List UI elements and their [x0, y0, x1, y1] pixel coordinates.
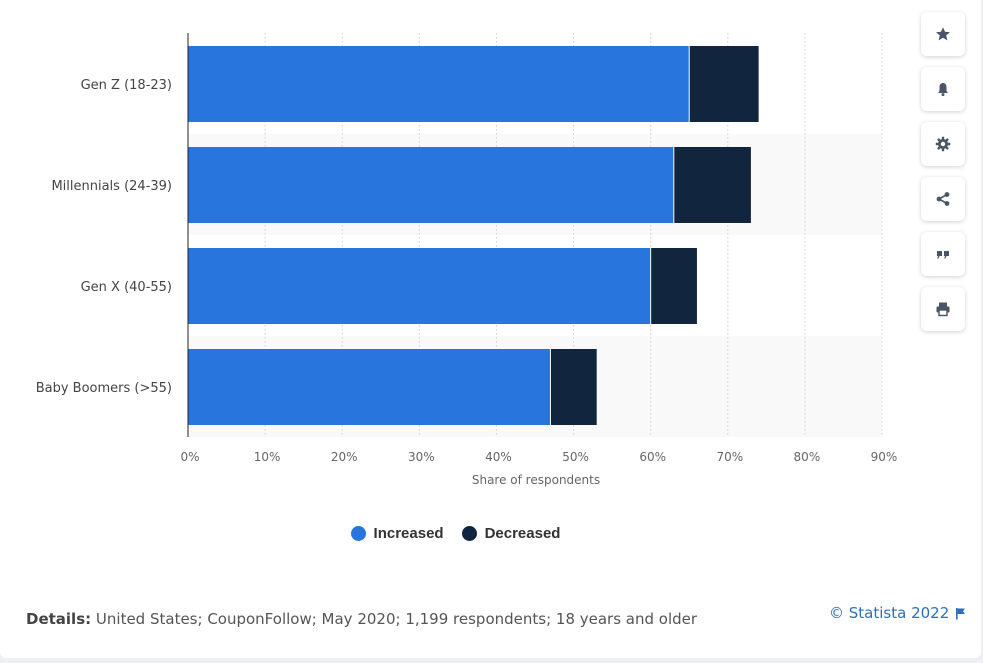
quote-icon [937, 251, 949, 259]
bar-decreased [650, 248, 697, 324]
legend-label-decreased: Decreased [484, 524, 561, 542]
x-tick-label: 60% [639, 450, 666, 464]
copyright-text: © Statista 2022 [829, 604, 950, 622]
chart-legend: Increased Decreased [0, 521, 981, 545]
bell-icon [938, 83, 948, 97]
bar-increased [188, 46, 690, 122]
legend-swatch-increased [350, 525, 366, 541]
y-tick-label: Baby Boomers (>55) [36, 381, 172, 396]
bar-decreased [550, 349, 597, 425]
details-text: United States; CouponFollow; May 2020; 1… [95, 610, 698, 628]
x-tick-label: 70% [716, 450, 743, 464]
share-icon [936, 192, 950, 206]
print-icon [936, 302, 950, 317]
y-tick-label: Gen Z (18-23) [81, 78, 172, 93]
flag-icon [956, 607, 966, 619]
share-button[interactable] [921, 177, 965, 221]
x-tick-label: 40% [485, 450, 512, 464]
x-tick-label: 90% [871, 450, 898, 464]
legend-item-increased[interactable]: Increased [350, 524, 444, 542]
x-tick-label: 10% [254, 450, 281, 464]
x-tick-label: 80% [794, 450, 821, 464]
x-tick-label: 50% [562, 450, 589, 464]
bar-increased [188, 147, 674, 223]
print-button[interactable] [921, 287, 965, 331]
x-tick-label: 20% [331, 450, 358, 464]
legend-label-increased: Increased [373, 524, 444, 542]
copyright-link[interactable]: © Statista 2022 [829, 604, 966, 622]
bar-chart: 0% 10% 20% 30% 40% 50% 60% 70% 80% 90% Gen Z (18-2… [36, 33, 898, 487]
x-tick-label: 30% [408, 450, 435, 464]
x-tick-label: 0% [180, 450, 199, 464]
bar-increased [188, 349, 551, 425]
cite-button[interactable] [921, 232, 965, 276]
bar-decreased [689, 46, 759, 122]
source-details: Details: United States; CouponFollow; Ma… [26, 610, 697, 628]
legend-swatch-decreased [461, 525, 477, 541]
x-axis-title: Share of respondents [472, 473, 600, 487]
favorite-button[interactable] [921, 12, 965, 56]
y-tick-label: Millennials (24-39) [51, 179, 172, 194]
notification-button[interactable] [921, 67, 965, 111]
bar-decreased [673, 147, 751, 223]
star-icon [936, 27, 950, 41]
settings-button[interactable] [921, 122, 965, 166]
bar-increased [188, 248, 651, 324]
y-tick-label: Gen X (40-55) [81, 280, 172, 295]
legend-item-decreased[interactable]: Decreased [461, 524, 561, 542]
details-label: Details: [26, 610, 92, 628]
gear-icon [935, 136, 951, 152]
